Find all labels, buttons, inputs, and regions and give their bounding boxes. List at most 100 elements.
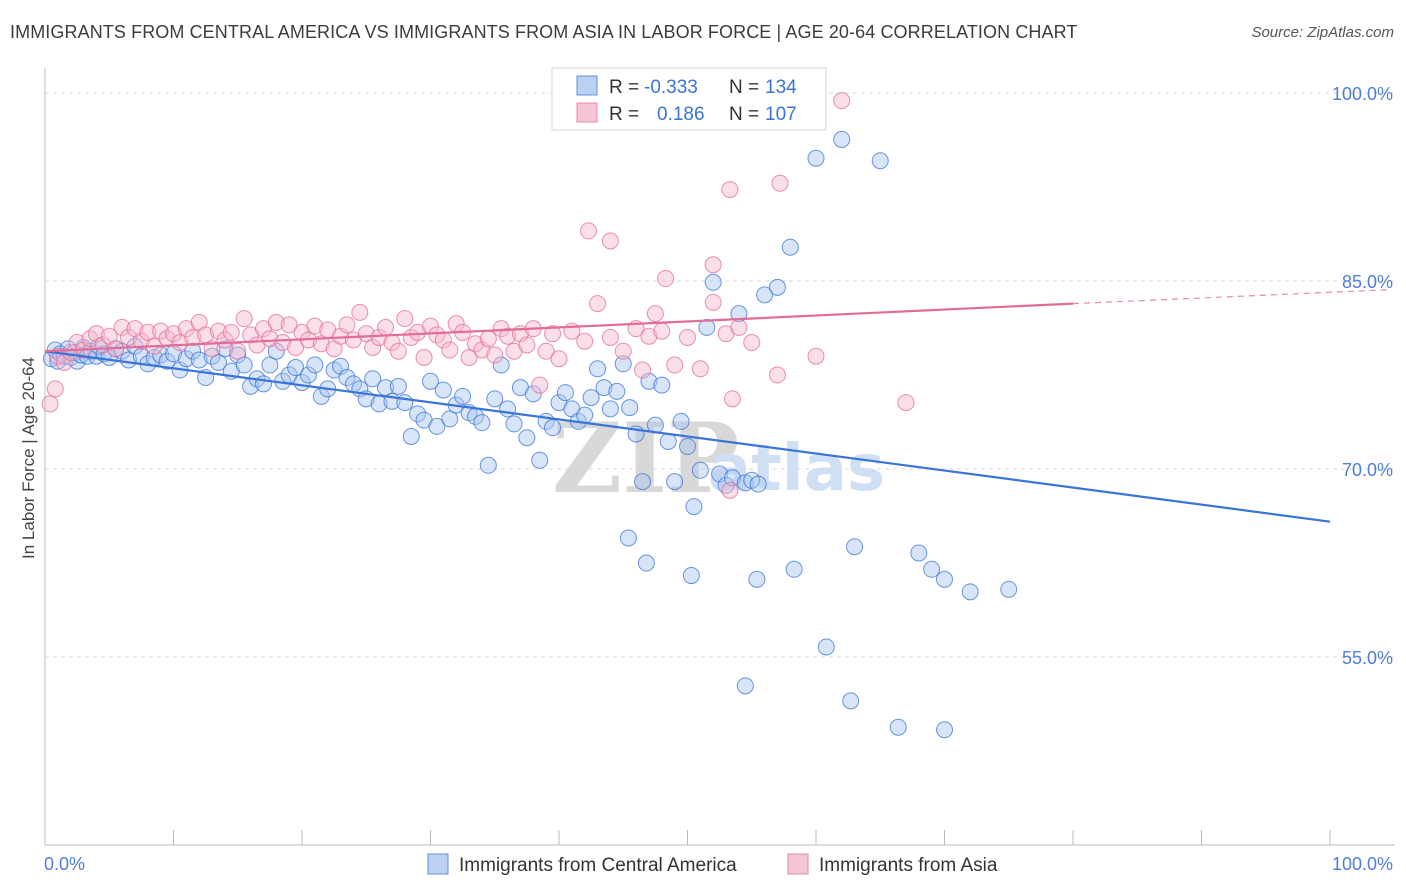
point-blue-95 — [608, 382, 626, 400]
point-pink-100 — [580, 222, 598, 240]
legend-n-label-1: N = — [729, 77, 759, 98]
point-blue-33 — [209, 354, 227, 372]
point-pink-94 — [704, 293, 722, 311]
point-pink-78 — [537, 342, 555, 360]
point-blue-62 — [396, 394, 414, 412]
point-pink-30 — [229, 342, 247, 360]
legend-swatch-blue — [576, 75, 598, 96]
point-blue-37 — [235, 356, 253, 374]
trend-line-pink-extension — [1072, 289, 1391, 305]
point-blue-139 — [936, 721, 953, 739]
point-pink-92 — [679, 328, 696, 346]
point-blue-94 — [601, 400, 619, 418]
bottom-legend-label-asia: Immigrants from Asia — [819, 855, 998, 876]
point-blue-130 — [619, 529, 637, 547]
legend-r-value-2: 0.186 — [657, 104, 705, 125]
point-pink-49 — [351, 303, 369, 321]
point-blue-87 — [556, 384, 574, 402]
point-blue-118 — [756, 286, 774, 304]
bottom-legend-swatch-blue — [427, 853, 449, 875]
point-blue-45 — [287, 359, 305, 377]
point-pink-51 — [364, 338, 382, 356]
point-blue-82 — [524, 385, 542, 403]
point-blue-109 — [698, 318, 716, 336]
point-pink-102 — [657, 270, 675, 288]
legend-box — [551, 67, 827, 131]
point-pink-63 — [441, 341, 459, 359]
point-blue-24 — [152, 346, 170, 364]
point-blue-131 — [637, 554, 655, 572]
point-blue-133 — [748, 570, 766, 588]
y-axis-label: In Labor Force | Age 20-64 — [19, 357, 38, 559]
bottom-legend-label-central-america: Immigrants from Central America — [459, 855, 737, 876]
point-pink-93 — [691, 360, 709, 378]
point-blue-107 — [685, 498, 703, 516]
point-pink-98 — [768, 366, 786, 384]
point-blue-79 — [505, 415, 523, 433]
trend-lines — [44, 289, 1391, 523]
point-blue-48 — [306, 356, 324, 374]
point-blue-85 — [544, 419, 562, 437]
legend-swatch-pink — [576, 102, 598, 123]
point-pink-106 — [833, 92, 851, 110]
point-blue-78 — [499, 400, 517, 418]
point-blue-104 — [666, 473, 684, 491]
point-pink-21 — [171, 333, 189, 351]
point-pink-56 — [396, 310, 414, 328]
point-pink-27 — [209, 322, 227, 340]
source-label: Source: ZipAtlas.com — [1251, 24, 1394, 41]
point-blue-90 — [576, 406, 594, 424]
bottom-legend-swatch-pink — [787, 853, 809, 875]
point-pink-87 — [634, 361, 652, 379]
point-blue-63 — [402, 427, 420, 445]
legend-n-value-2: 107 — [765, 104, 797, 125]
point-blue-92 — [589, 360, 607, 378]
point-blue-126 — [923, 560, 941, 578]
point-pink-91 — [666, 356, 684, 374]
point-blue-132 — [682, 567, 700, 585]
x-tick-label-max: 100.0% — [1332, 854, 1393, 874]
point-pink-77 — [531, 376, 549, 394]
point-pink-70 — [486, 346, 504, 364]
point-pink-31 — [235, 310, 253, 328]
point-blue-68 — [434, 381, 452, 399]
point-pink-79 — [544, 325, 562, 343]
point-blue-120 — [781, 238, 799, 256]
point-blue-75 — [479, 456, 497, 474]
point-blue-61 — [389, 377, 407, 395]
series-legend: Immigrants from Central America Immigran… — [427, 853, 998, 876]
point-blue-110 — [704, 273, 722, 291]
point-blue-93 — [595, 379, 613, 397]
point-blue-47 — [299, 366, 317, 384]
trend-line-pink — [44, 302, 1074, 353]
correlation-legend: R = -0.333 N = 134 R = 0.186 N = 107 — [551, 67, 827, 131]
point-pink-84 — [601, 328, 619, 346]
point-blue-66 — [422, 372, 439, 390]
y-tick-label-70: 70.0% — [1342, 460, 1393, 480]
point-blue-40 — [254, 375, 272, 393]
point-blue-76 — [486, 390, 504, 408]
point-pink-29 — [222, 323, 240, 341]
point-blue-127 — [936, 570, 953, 588]
point-blue-121 — [807, 149, 825, 167]
point-pink-35 — [261, 330, 279, 348]
point-blue-29 — [184, 342, 202, 360]
point-pink-59 — [415, 348, 433, 366]
point-pink-88 — [640, 327, 658, 345]
point-blue-123 — [846, 538, 864, 556]
point-blue-114 — [730, 305, 748, 323]
y-tick-labels: 55.0% 70.0% 85.0% 100.0% — [1332, 84, 1393, 668]
point-pink-38 — [280, 316, 298, 334]
point-blue-128 — [961, 583, 979, 601]
point-pink-12 — [113, 318, 131, 336]
y-tick-label-55: 55.0% — [1342, 648, 1393, 668]
point-blue-135 — [785, 560, 803, 578]
point-pink-103 — [704, 256, 722, 274]
point-pink-55 — [389, 342, 407, 360]
point-pink-20 — [165, 325, 182, 343]
point-blue-136 — [817, 638, 835, 656]
point-blue-74 — [473, 414, 491, 432]
point-pink-15 — [132, 332, 150, 350]
chart-title: IMMIGRANTS FROM CENTRAL AMERICA VS IMMIG… — [10, 22, 1078, 42]
